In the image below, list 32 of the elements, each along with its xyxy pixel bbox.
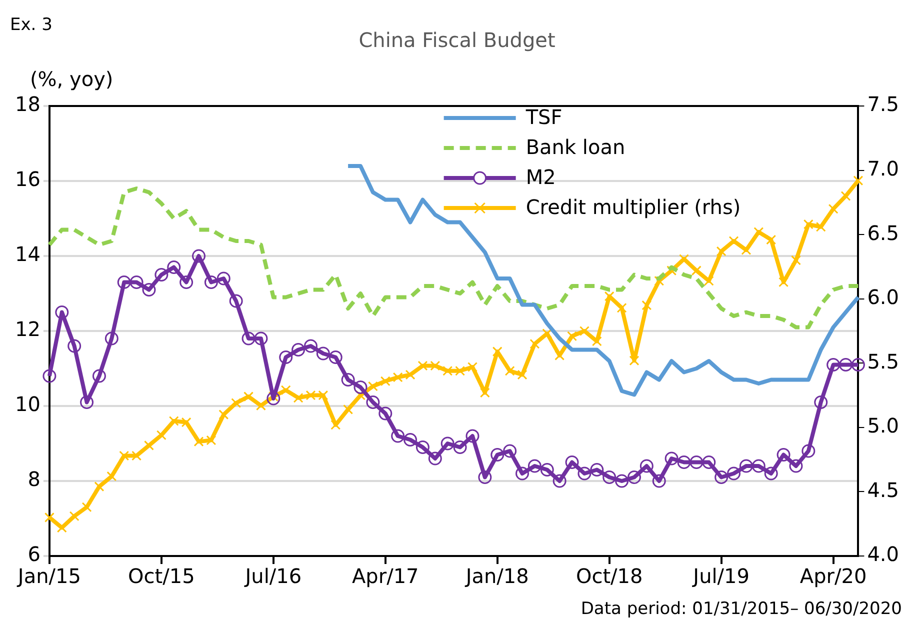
y-tick-label: 12 [14, 317, 40, 342]
legend-label: M2 [526, 165, 556, 190]
line-series [47, 186, 860, 330]
y-tick-label: 16 [14, 167, 40, 192]
x-tick-label: Oct/18 [576, 564, 643, 588]
y2-tick-label: 7.0 [867, 156, 900, 180]
x-tick-label: Oct/15 [128, 564, 195, 588]
y2-tick-label: 6.5 [867, 220, 900, 245]
y-tick-label: 8 [28, 467, 40, 492]
x-tick-label: Apr/20 [800, 564, 867, 588]
y-axis-title: (%, yoy) [30, 67, 114, 91]
x-tick-label: Jan/18 [464, 564, 529, 588]
y2-tick-label: 5.0 [867, 414, 900, 438]
x-tick-label: Jul/16 [243, 564, 302, 588]
x-tick-label: Jan/15 [16, 564, 81, 588]
text: Data period: 01/31/2015– 06/30/2020 [580, 599, 902, 619]
chart-title: China Fiscal Budget [358, 28, 556, 52]
y2-tick-label: 7.5 [867, 92, 900, 116]
y-tick-label: 6 [28, 542, 40, 566]
legend-label: TSF [524, 105, 562, 130]
legend-label: Bank loan [526, 135, 626, 160]
y2-tick-label: 5.5 [867, 349, 900, 374]
y2-tick-label: 4.5 [867, 478, 900, 502]
y2-tick-label: 6.0 [867, 285, 900, 310]
y-tick-label: 10 [14, 392, 40, 416]
legend-label: Credit multiplier (rhs) [526, 195, 741, 220]
y-tick-label: 14 [14, 242, 40, 266]
y2-tick-label: 4.0 [867, 542, 900, 566]
text: Ex. 3 [10, 15, 52, 35]
x-tick-label: Jul/19 [691, 564, 750, 588]
y-tick-label: 18 [14, 92, 40, 116]
x-tick-label: Apr/17 [352, 564, 419, 588]
